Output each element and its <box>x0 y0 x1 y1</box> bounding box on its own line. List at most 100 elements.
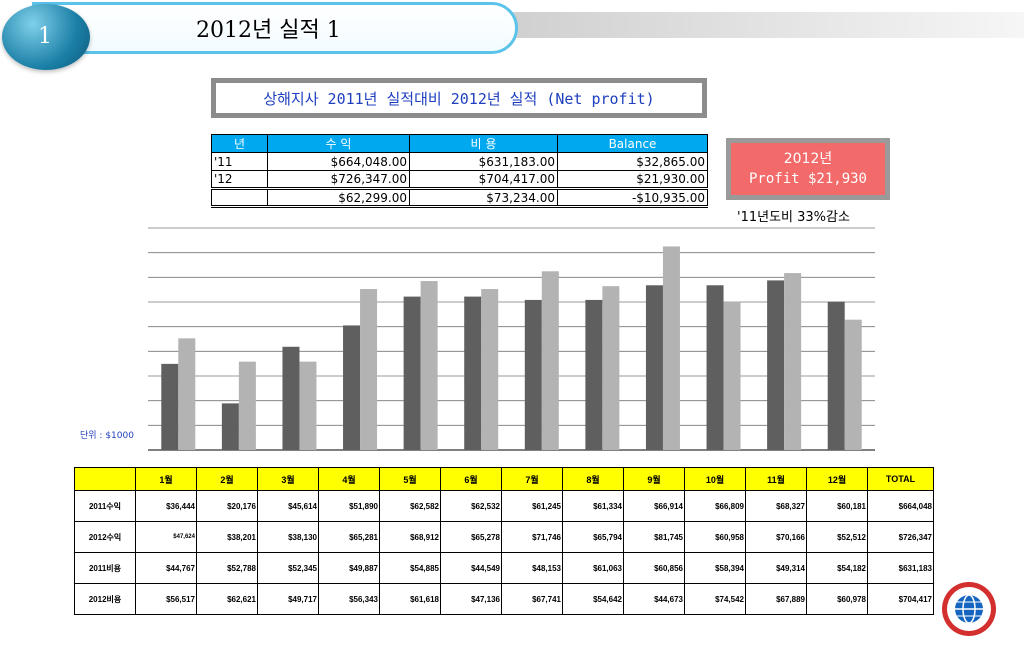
data-table-row: 2011비용 $44,767 $52,788 $52,345 $49,887 $54,88… <box>74 552 934 584</box>
data-cell: $704,417 <box>867 583 934 615</box>
data-cell: $56,517 <box>135 583 197 615</box>
data-cell: $36,444 <box>135 490 197 522</box>
data-cell: $60,978 <box>806 583 868 615</box>
profit-note: '11년도비 33%감소 <box>737 210 850 225</box>
chart-bar-series-1 <box>403 296 421 450</box>
chart-bar-series-2 <box>723 301 741 450</box>
summary-header-cost: 비 용 <box>409 134 558 153</box>
data-cell: $66,809 <box>684 490 746 522</box>
data-cell: $54,885 <box>379 552 441 584</box>
chart-bar-series-1 <box>767 280 785 450</box>
data-header-month: 7월 <box>501 467 563 491</box>
data-cell: $49,717 <box>257 583 319 615</box>
summary-cell: $631,183.00 <box>409 152 558 171</box>
data-cell: $70,166 <box>745 521 807 553</box>
data-header-total: TOTAL <box>867 467 934 491</box>
data-cell: $62,582 <box>379 490 441 522</box>
summary-cell: $21,930.00 <box>557 170 708 189</box>
data-cell: $52,345 <box>257 552 319 584</box>
data-header-month: 2월 <box>196 467 258 491</box>
data-row-label: 2011수익 <box>74 490 136 522</box>
data-header-month: 5월 <box>379 467 441 491</box>
profit-value: Profit $21,930 <box>748 171 867 187</box>
data-table-row: 2012비용 $56,517 $62,621 $49,717 $56,343 $61,61… <box>74 583 934 615</box>
data-cell: $52,512 <box>806 521 868 553</box>
chart-bar-series-1 <box>221 403 239 450</box>
data-cell: $56,343 <box>318 583 380 615</box>
data-cell: $664,048 <box>867 490 934 522</box>
data-cell: $61,618 <box>379 583 441 615</box>
header-strip <box>500 12 1024 38</box>
chart-bar-series-2 <box>360 289 378 450</box>
data-cell: $60,958 <box>684 521 746 553</box>
data-cell: $726,347 <box>867 521 934 553</box>
data-table-row: 2012수익 $47,624 $38,201 $38,130 $65,281 $68,91… <box>74 521 934 553</box>
chart-bar-series-1 <box>585 299 603 450</box>
chart-bar-series-2 <box>784 273 802 450</box>
chart-bar-series-1 <box>464 296 482 450</box>
data-cell: $49,314 <box>745 552 807 584</box>
header-tab <box>32 2 518 54</box>
data-row-label: 2012비용 <box>74 583 136 615</box>
data-header-corner <box>74 467 136 491</box>
data-row-label: 2011비용 <box>74 552 136 584</box>
data-cell: $49,887 <box>318 552 380 584</box>
chart-grid <box>148 227 875 451</box>
chart-bar-series-1 <box>706 285 724 450</box>
data-table-row: 2011수익 $36,444 $20,176 $45,614 $51,890 $62,58… <box>74 490 934 522</box>
slide-number-badge <box>2 4 90 70</box>
summary-cell: -$10,935.00 <box>557 187 708 208</box>
summary-header-year: 년 <box>211 134 268 153</box>
data-cell: $61,245 <box>501 490 563 522</box>
data-header-month: 4월 <box>318 467 380 491</box>
data-cell: $67,741 <box>501 583 563 615</box>
summary-table: 년 수 익 비 용 Balance '11 $664,048.00 $631,1… <box>211 134 708 208</box>
data-cell: $38,201 <box>196 521 258 553</box>
data-header-month: 8월 <box>562 467 624 491</box>
data-cell: $45,614 <box>257 490 319 522</box>
data-cell: $20,176 <box>196 490 258 522</box>
data-cell: $68,912 <box>379 521 441 553</box>
profit-year: 2012년 <box>783 151 833 167</box>
data-cell: $47,624 <box>135 521 197 553</box>
chart-bar-series-2 <box>238 361 256 450</box>
data-cell: $67,889 <box>745 583 807 615</box>
summary-header-revenue: 수 익 <box>267 134 410 153</box>
data-cell: $81,745 <box>623 521 685 553</box>
data-cell: $631,183 <box>867 552 934 584</box>
monthly-data-table: 1월 2월 3월 4월 5월 6월 7월 8월 9월 10월 11월 12월 T… <box>74 467 934 615</box>
total-world-logo <box>942 582 996 636</box>
data-header-month: 10월 <box>684 467 746 491</box>
data-cell: $52,788 <box>196 552 258 584</box>
data-cell: $60,181 <box>806 490 868 522</box>
chart-bar-series-1 <box>161 363 179 450</box>
chart-bar-series-2 <box>662 246 680 450</box>
data-cell: $65,281 <box>318 521 380 553</box>
summary-cell: $73,234.00 <box>409 187 558 208</box>
slide-title: 2012년 실적 1 <box>196 18 341 43</box>
chart-bar-series-1 <box>343 325 361 450</box>
data-header-month: 12월 <box>806 467 868 491</box>
data-cell: $61,063 <box>562 552 624 584</box>
data-cell: $65,794 <box>562 521 624 553</box>
data-cell: $38,130 <box>257 521 319 553</box>
data-cell: $47,136 <box>440 583 502 615</box>
chart-bar-series-1 <box>827 301 845 450</box>
data-cell: $44,549 <box>440 552 502 584</box>
data-cell: $66,914 <box>623 490 685 522</box>
data-header-month: 3월 <box>257 467 319 491</box>
data-header-month: 6월 <box>440 467 502 491</box>
data-cell: $61,334 <box>562 490 624 522</box>
chart-bar-series-2 <box>178 338 196 450</box>
chart-bar-series-2 <box>844 319 862 450</box>
data-cell: $74,542 <box>684 583 746 615</box>
data-row-label: 2012수익 <box>74 521 136 553</box>
chart-bar-series-1 <box>645 285 663 450</box>
chart-bars <box>161 246 862 450</box>
chart-bar-series-2 <box>541 271 559 450</box>
data-cell: $62,532 <box>440 490 502 522</box>
data-cell: $65,278 <box>440 521 502 553</box>
data-header-month: 9월 <box>623 467 685 491</box>
chart-unit-label: 단위 : $1000 <box>80 431 134 441</box>
